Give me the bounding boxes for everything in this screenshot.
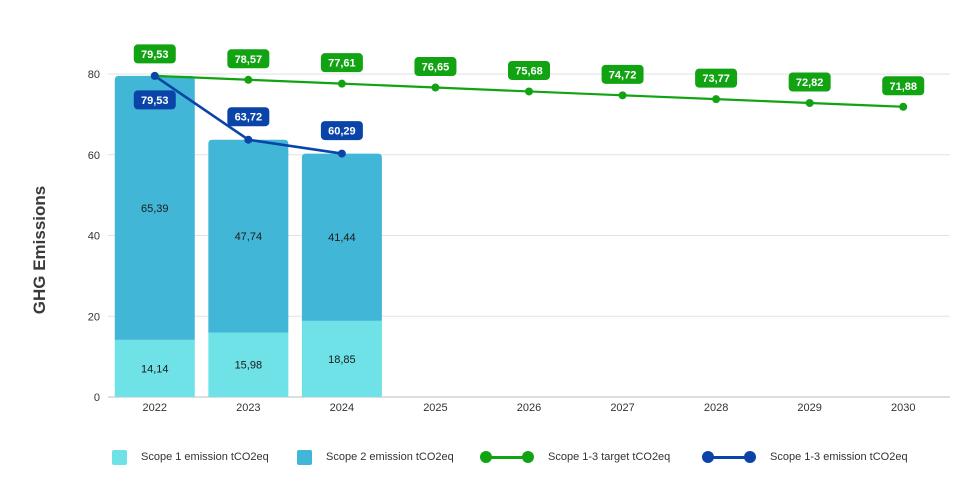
legend-item-scope2[interactable]: Scope 2 emission tCO2eq bbox=[297, 445, 454, 469]
x-tick-label: 2027 bbox=[610, 402, 634, 414]
target-value-label: 72,82 bbox=[796, 77, 824, 89]
target-point bbox=[337, 79, 346, 88]
y-tick-label: 20 bbox=[88, 311, 100, 323]
legend-label-emission: Scope 1-3 emission tCO2eq bbox=[770, 451, 908, 463]
target-point bbox=[244, 75, 253, 84]
legend-swatch-scope1 bbox=[112, 449, 127, 465]
target-value-label: 77,61 bbox=[328, 58, 356, 70]
y-tick-label: 60 bbox=[88, 150, 100, 162]
target-value-label: 78,57 bbox=[235, 54, 263, 66]
y-axis-label: GHG Emissions bbox=[30, 186, 49, 314]
x-tick-label: 2030 bbox=[891, 402, 915, 414]
x-tick-label: 2029 bbox=[797, 402, 821, 414]
legend-label-scope2: Scope 2 emission tCO2eq bbox=[326, 451, 454, 463]
legend-label-target: Scope 1-3 target tCO2eq bbox=[548, 451, 671, 463]
emission-point bbox=[244, 135, 253, 144]
emission-point bbox=[150, 71, 159, 80]
target-value-badge bbox=[788, 72, 831, 92]
legend-label-scope1: Scope 1 emission tCO2eq bbox=[141, 451, 269, 463]
target-value-badge bbox=[414, 57, 457, 77]
bar-segment-label: 47,74 bbox=[235, 231, 263, 243]
target-point bbox=[431, 83, 440, 92]
target-point bbox=[618, 91, 627, 100]
y-tick-label: 80 bbox=[88, 69, 100, 81]
target-value-label: 73,77 bbox=[702, 73, 730, 85]
x-tick-label: 2025 bbox=[423, 402, 447, 414]
legend-item-target[interactable]: Scope 1-3 target tCO2eq bbox=[480, 445, 670, 469]
legend-line-emission bbox=[702, 450, 756, 464]
target-point bbox=[899, 102, 908, 111]
x-tick-label: 2028 bbox=[704, 402, 728, 414]
bar-segment-scope2 bbox=[114, 75, 195, 340]
bar-segment-scope1 bbox=[301, 320, 382, 397]
target-value-badge bbox=[508, 60, 550, 80]
bar-segment-scope2 bbox=[301, 153, 382, 321]
emission-value-label: 60,29 bbox=[328, 126, 356, 138]
target-point bbox=[805, 98, 814, 107]
legend-line-target bbox=[480, 450, 534, 464]
bar-segment-label: 15,98 bbox=[235, 360, 263, 372]
target-value-label: 79,53 bbox=[141, 49, 169, 61]
target-point bbox=[712, 95, 721, 104]
target-value-badge bbox=[882, 76, 925, 96]
bar-segment-label: 41,44 bbox=[328, 232, 356, 244]
legend-swatch-scope2 bbox=[297, 449, 312, 465]
target-value-label: 76,65 bbox=[422, 62, 450, 74]
y-tick-label: 0 bbox=[94, 392, 100, 404]
y-tick-label: 40 bbox=[88, 231, 100, 243]
legend-item-emission[interactable]: Scope 1-3 emission tCO2eq bbox=[702, 445, 908, 469]
legend-item-scope1[interactable]: Scope 1 emission tCO2eq bbox=[112, 445, 269, 469]
x-tick-label: 2024 bbox=[330, 402, 354, 414]
target-value-badge bbox=[227, 49, 270, 69]
emission-value-badge bbox=[227, 107, 270, 127]
emission-value-label: 63,72 bbox=[235, 112, 263, 124]
x-tick-label: 2022 bbox=[143, 402, 167, 414]
bar-segment-label: 14,14 bbox=[141, 363, 169, 375]
target-value-label: 71,88 bbox=[889, 81, 917, 93]
emission-value-label: 79,53 bbox=[141, 95, 169, 107]
x-tick-label: 2023 bbox=[236, 402, 260, 414]
bar-segment-scope1 bbox=[208, 332, 289, 397]
target-value-badge bbox=[601, 64, 644, 84]
target-value-label: 75,68 bbox=[515, 65, 543, 77]
bar-segment-label: 65,39 bbox=[141, 203, 169, 215]
x-tick-label: 2026 bbox=[517, 402, 541, 414]
emission-point bbox=[337, 149, 346, 158]
target-value-badge bbox=[320, 53, 363, 73]
target-point bbox=[525, 87, 533, 96]
ghg-emissions-chart: GHG Emissions 0 20 40 60 80 2022 2023 2024 2025 2… bbox=[30, 44, 950, 414]
target-value-label: 74,72 bbox=[609, 69, 637, 81]
target-value-badge bbox=[133, 44, 176, 64]
bar-segment-scope2 bbox=[208, 139, 289, 333]
chart-legend: Scope 1 emission tCO2eq Scope 2 emission… bbox=[0, 445, 960, 469]
emission-value-badge bbox=[133, 90, 176, 110]
target-value-badge bbox=[695, 68, 738, 88]
bar-segment-label: 18,85 bbox=[328, 354, 356, 366]
bar-segment-scope1 bbox=[114, 339, 195, 397]
emission-value-badge bbox=[320, 121, 363, 141]
